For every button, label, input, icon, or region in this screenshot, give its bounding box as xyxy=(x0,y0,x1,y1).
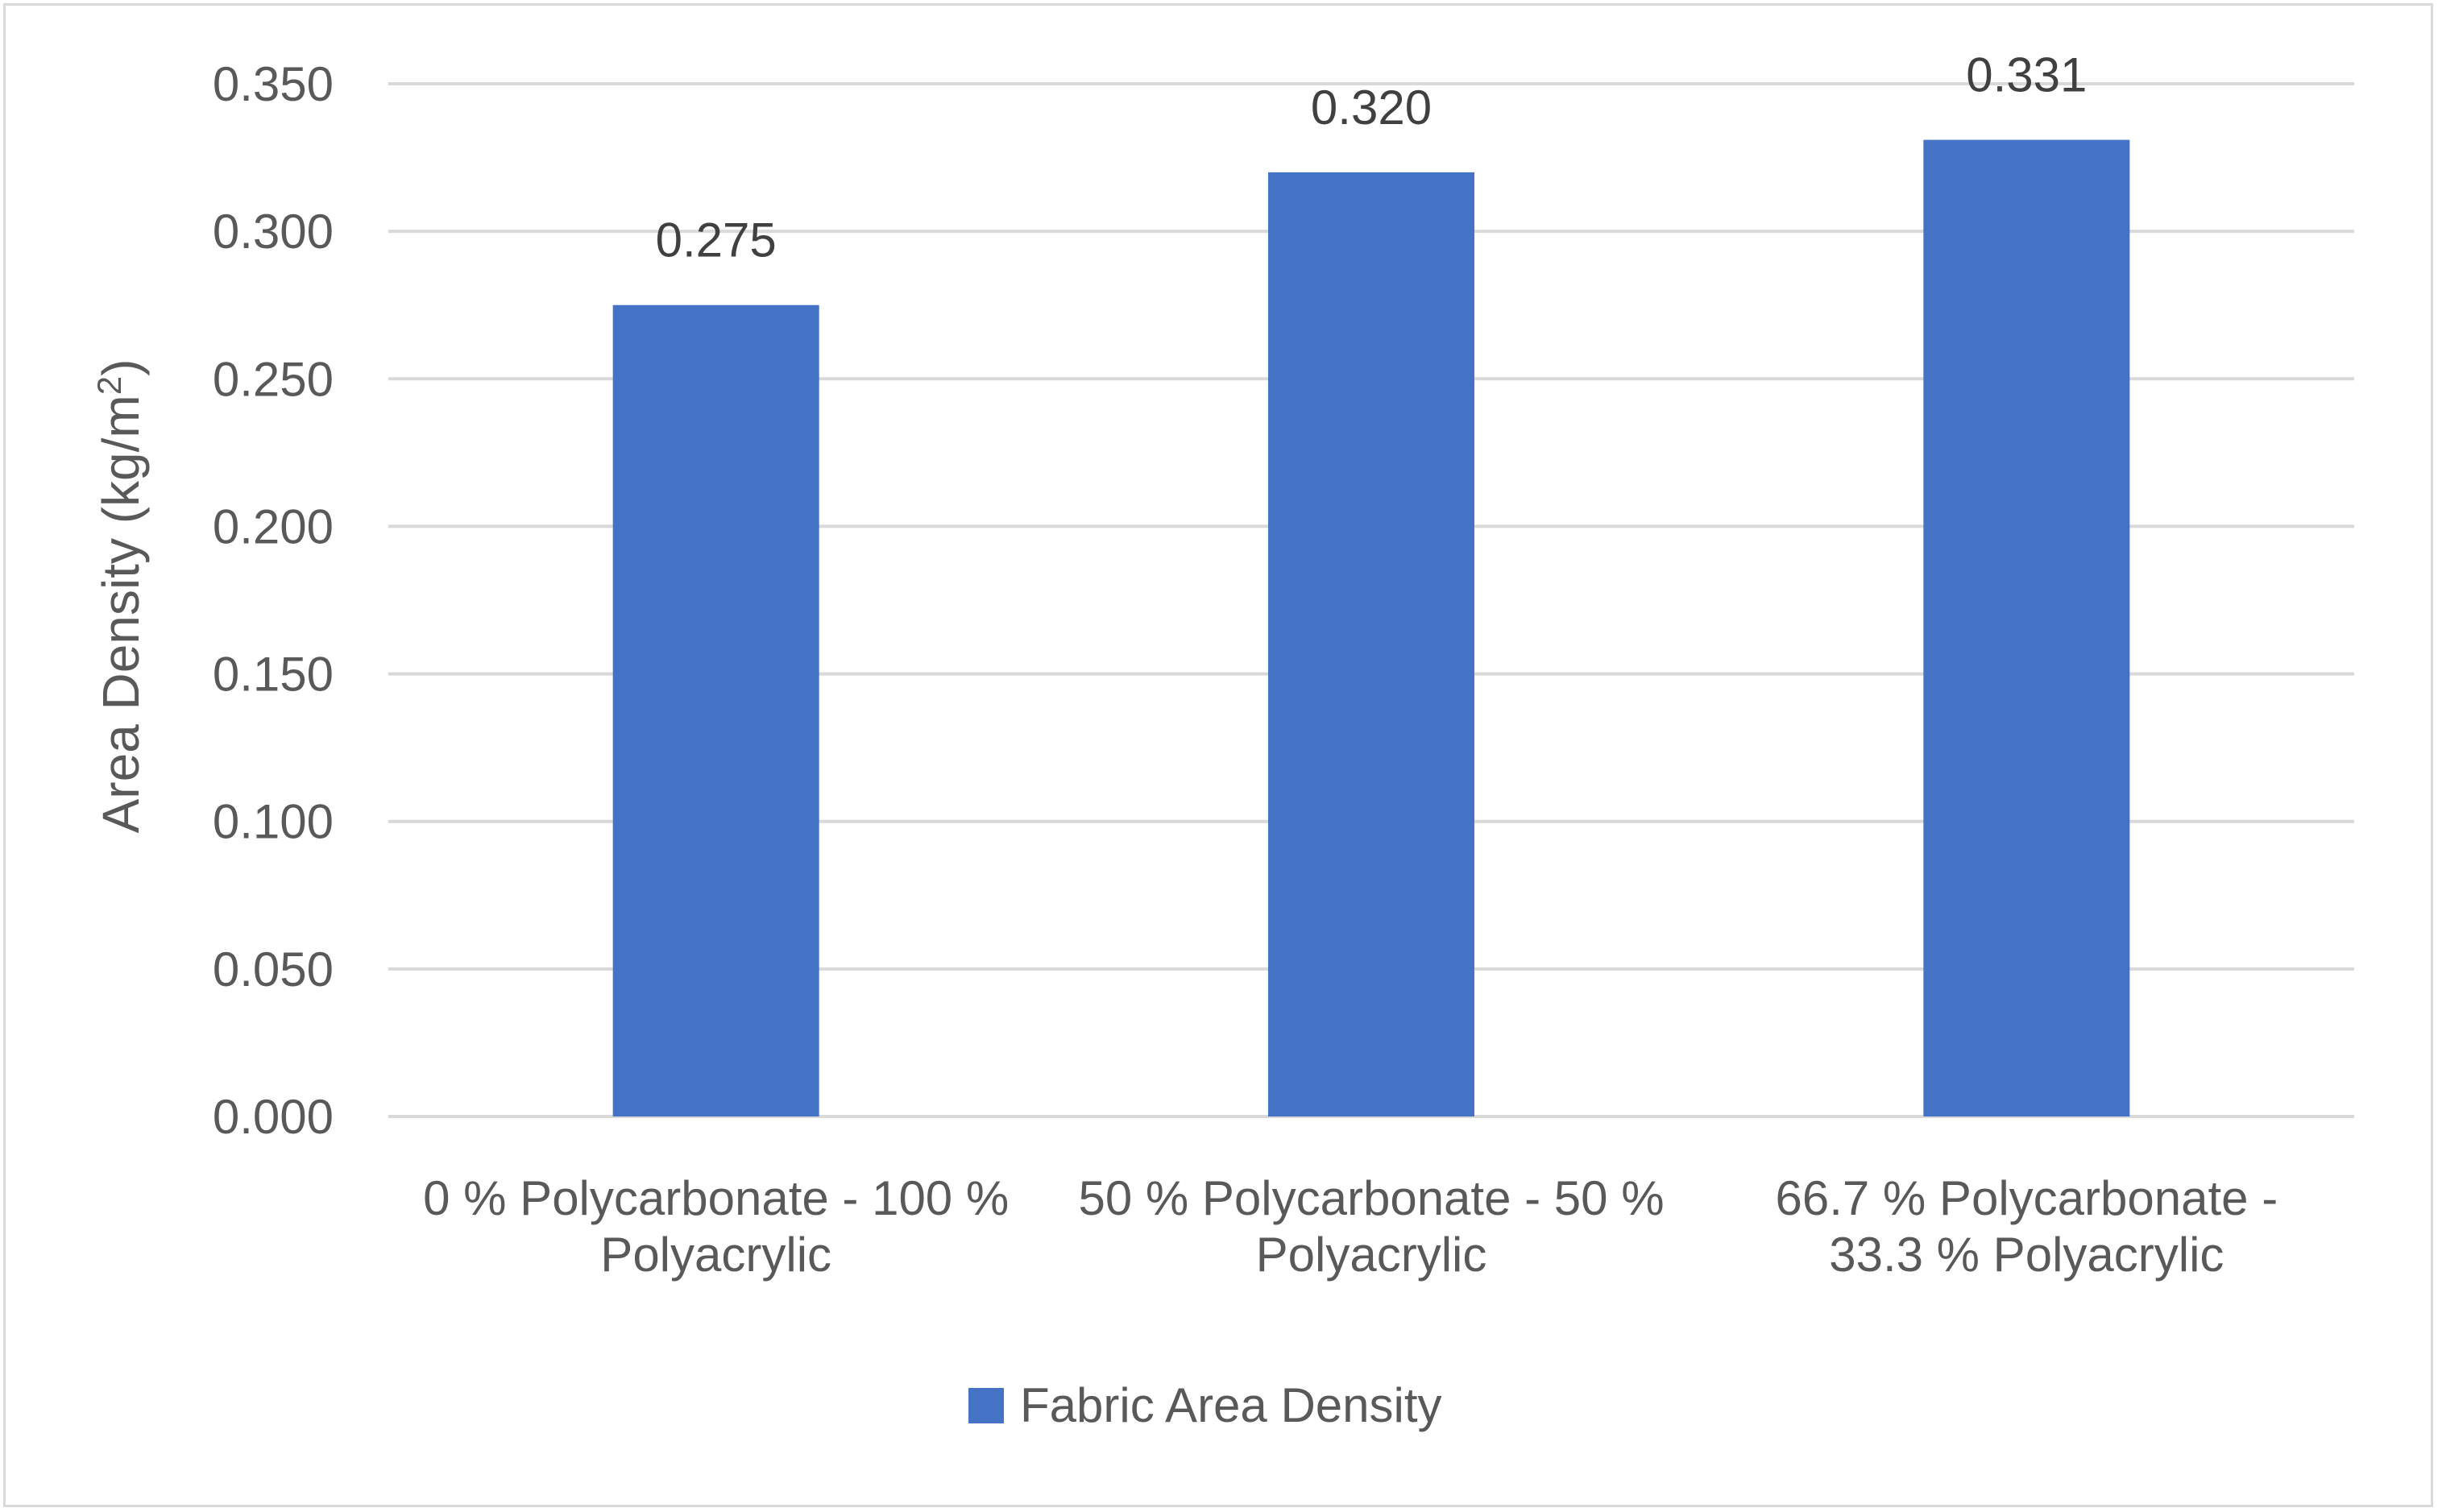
y-tick-label: 0.250 xyxy=(213,352,334,406)
bar xyxy=(1268,172,1474,1116)
bars xyxy=(612,139,2130,1117)
legend-label: Fabric Area Density xyxy=(1020,1378,1442,1432)
y-tick-label: 0.050 xyxy=(213,942,334,996)
data-label: 0.320 xyxy=(1311,81,1432,135)
y-tick-label: 0.100 xyxy=(213,795,334,849)
y-tick-label: 0.300 xyxy=(213,205,334,259)
y-tick-label: 0.150 xyxy=(213,648,334,702)
data-label: 0.331 xyxy=(1966,48,2087,102)
legend-swatch xyxy=(968,1388,1004,1423)
y-axis-ticks: 0.000 0.050 0.100 0.150 0.200 0.250 0.300 0.350 xyxy=(213,57,334,1144)
bar xyxy=(1923,139,2130,1117)
y-axis-title: Area Density (kg/m2) xyxy=(90,359,150,834)
y-tick-label: 0.000 xyxy=(213,1090,334,1144)
x-axis-categories: 0 % Polycarbonate - 100 % Polyacrylic 50 %… xyxy=(423,1171,2278,1282)
x-category-label: 66.7 % Polycarbonate -33.3 % Polyacrylic xyxy=(1775,1171,2278,1282)
data-labels: 0.275 0.320 0.331 xyxy=(656,48,2088,267)
y-tick-label: 0.350 xyxy=(213,57,334,111)
x-category-label: 50 % Polycarbonate - 50 % Polyacrylic xyxy=(1078,1171,1664,1282)
bar xyxy=(612,304,819,1116)
data-label: 0.275 xyxy=(656,213,777,267)
x-category-label: 0 % Polycarbonate - 100 % Polyacrylic xyxy=(423,1171,1009,1282)
legend: Fabric Area Density xyxy=(968,1378,1442,1432)
y-tick-label: 0.200 xyxy=(213,499,334,553)
